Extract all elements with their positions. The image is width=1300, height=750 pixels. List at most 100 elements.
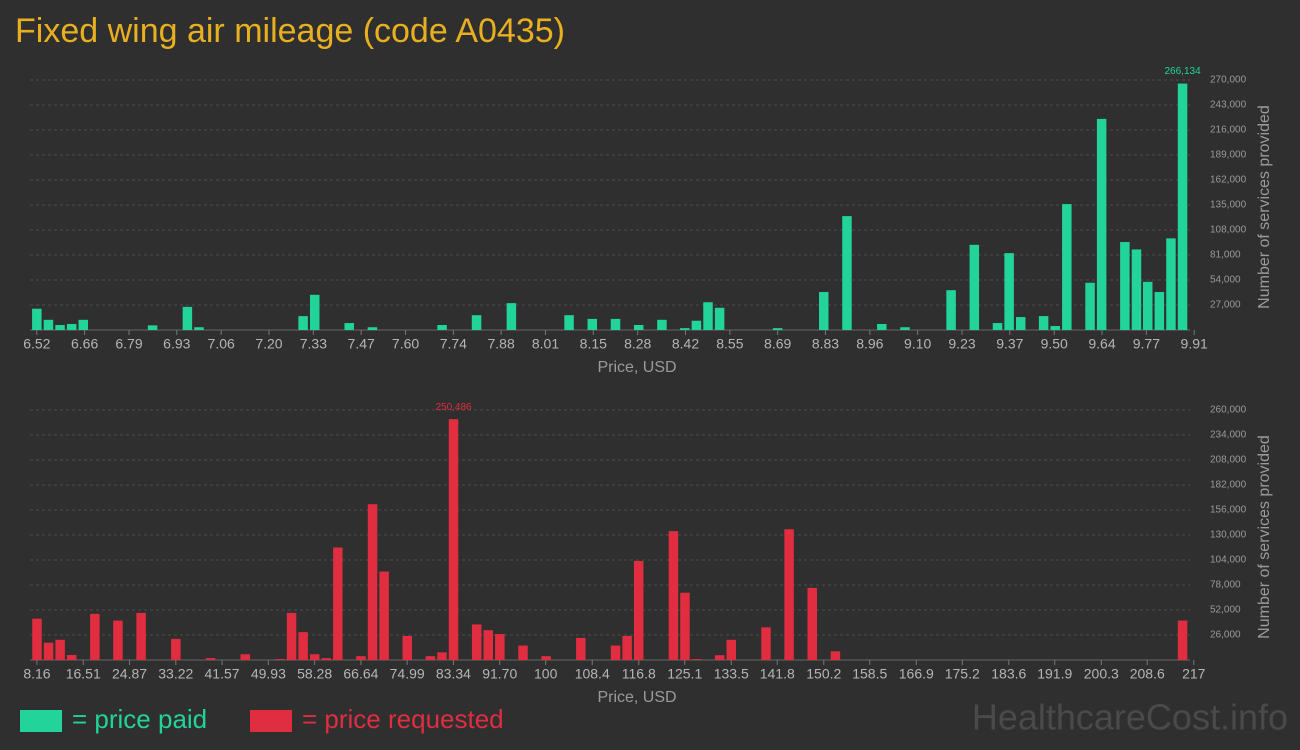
x-tick-label: 9.50 <box>1041 336 1068 352</box>
x-tick-label: 141.8 <box>760 666 795 682</box>
bar <box>622 635 632 660</box>
y-tick-label: 52,000 <box>1210 605 1241 616</box>
x-tick-label: 7.06 <box>208 336 235 352</box>
bar <box>1085 282 1095 330</box>
x-tick-label: 191.9 <box>1037 666 1072 682</box>
bar <box>772 328 783 330</box>
y-tick-label: 208,000 <box>1210 455 1247 466</box>
y-tick-label: 189,000 <box>1210 150 1247 161</box>
bar <box>66 323 77 330</box>
bar <box>136 612 146 660</box>
y-tick-label: 270,000 <box>1210 75 1247 86</box>
x-tick-label: 8.83 <box>812 336 839 352</box>
x-tick-label: 8.16 <box>23 666 50 682</box>
bar <box>610 645 621 660</box>
y-tick-label: 156,000 <box>1210 505 1247 516</box>
bar <box>367 327 378 330</box>
bar <box>668 531 679 660</box>
bar <box>633 560 644 660</box>
bar <box>437 652 447 660</box>
bar <box>576 637 586 660</box>
bar <box>356 656 366 660</box>
bar <box>379 571 389 660</box>
bar <box>495 634 505 660</box>
bar <box>471 315 482 330</box>
bar <box>194 327 204 330</box>
bar <box>66 655 77 660</box>
y-tick-label: 260,000 <box>1210 405 1247 416</box>
legend-label: = price paid <box>72 704 207 734</box>
bar <box>90 613 100 660</box>
bar <box>402 635 413 660</box>
x-tick-label: 91.70 <box>482 666 517 682</box>
bar <box>1142 281 1153 330</box>
x-tick-label: 9.37 <box>996 336 1023 352</box>
y-tick-label: 243,000 <box>1210 100 1247 111</box>
bar <box>43 319 54 330</box>
x-tick-label: 49.93 <box>251 666 286 682</box>
bar <box>147 325 158 330</box>
y-tick-label: 54,000 <box>1210 275 1241 286</box>
bar <box>182 306 193 330</box>
bar <box>367 504 378 660</box>
x-tick-label: 7.88 <box>488 336 515 352</box>
y-tick-label: 135,000 <box>1210 200 1247 211</box>
x-tick-label: 166.9 <box>899 666 934 682</box>
bar <box>471 624 482 660</box>
x-tick-label: 16.51 <box>66 666 101 682</box>
bar <box>691 659 702 660</box>
bar <box>1015 317 1026 330</box>
bar <box>437 325 447 330</box>
x-tick-label: 200.3 <box>1084 666 1119 682</box>
bar <box>78 319 89 330</box>
x-tick-label: 183.6 <box>991 666 1026 682</box>
x-tick-label: 6.93 <box>163 336 190 352</box>
x-tick-label: 208.6 <box>1130 666 1165 682</box>
bar <box>275 659 285 660</box>
bar <box>333 547 343 660</box>
x-tick-label: 6.79 <box>115 336 142 352</box>
x-tick-label: 9.64 <box>1088 336 1115 352</box>
chart-title: Fixed wing air mileage (code A0435) <box>15 12 565 50</box>
x-tick-label: 8.69 <box>764 336 791 352</box>
bar <box>633 325 644 330</box>
y-tick-label: 27,000 <box>1210 300 1241 311</box>
bar <box>506 303 517 330</box>
x-tick-label: 125.1 <box>667 666 702 682</box>
legend-swatch <box>20 710 62 732</box>
x-tick-label: 66.64 <box>343 666 378 682</box>
x-tick-label: 8.42 <box>672 336 699 352</box>
bar <box>55 639 65 660</box>
bar <box>1154 292 1165 330</box>
y-tick-label: 182,000 <box>1210 480 1247 491</box>
x-tick-label: 7.47 <box>348 336 375 352</box>
legend-label: = price requested <box>302 704 504 734</box>
bar <box>1166 238 1176 330</box>
bar <box>1120 242 1130 330</box>
bar <box>113 620 123 660</box>
bar <box>830 651 841 660</box>
x-tick-label: 8.15 <box>580 336 607 352</box>
y-axis-label: Number of services provided <box>1256 435 1273 639</box>
y-tick-label: 81,000 <box>1210 250 1241 261</box>
x-tick-label: 175.2 <box>945 666 980 682</box>
x-tick-label: 9.10 <box>904 336 931 352</box>
x-tick-label: 7.33 <box>300 336 327 352</box>
x-tick-label: 217 <box>1182 666 1206 682</box>
bar <box>761 627 771 660</box>
x-tick-label: 6.52 <box>23 336 50 352</box>
x-tick-label: 9.77 <box>1133 336 1160 352</box>
bar <box>171 638 181 660</box>
bar <box>691 320 702 330</box>
bar <box>298 316 308 330</box>
x-axis-label: Price, USD <box>597 359 676 376</box>
x-tick-label: 83.34 <box>436 666 471 682</box>
bar <box>309 294 320 330</box>
x-tick-label: 133.5 <box>714 666 749 682</box>
bar <box>969 244 980 330</box>
x-tick-label: 158.5 <box>852 666 887 682</box>
bar <box>900 327 910 330</box>
bar <box>43 642 54 660</box>
y-tick-label: 108,000 <box>1210 225 1247 236</box>
